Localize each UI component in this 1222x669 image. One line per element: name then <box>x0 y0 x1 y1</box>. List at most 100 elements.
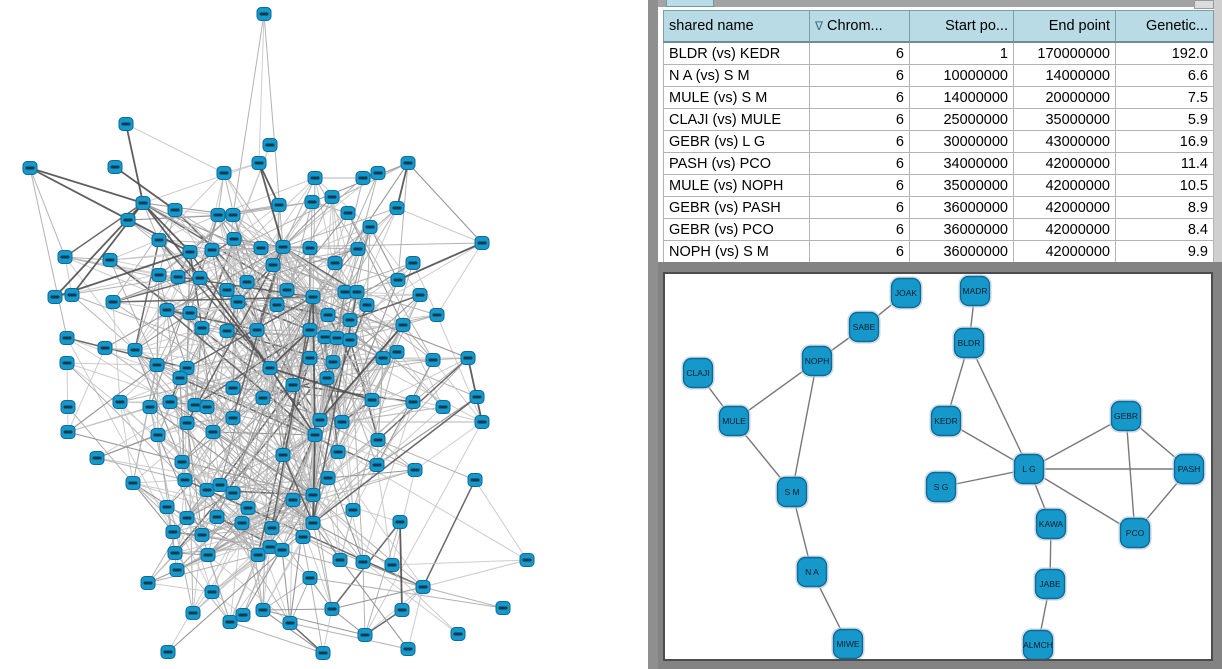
overview-node[interactable] <box>64 288 80 302</box>
overview-node[interactable] <box>302 571 318 585</box>
overview-node[interactable] <box>60 400 76 414</box>
table-cell[interactable]: 6 <box>809 174 910 197</box>
table-scrollbar[interactable] <box>1214 0 1222 262</box>
network-node[interactable]: NOPH <box>800 344 834 378</box>
overview-node[interactable] <box>200 548 216 562</box>
panel-splitter[interactable] <box>648 0 658 669</box>
overview-node[interactable] <box>182 306 198 320</box>
overview-node[interactable] <box>219 283 235 297</box>
overview-node[interactable] <box>262 138 278 152</box>
overview-node[interactable] <box>194 321 210 335</box>
table-cell[interactable]: 11.4 <box>1115 152 1214 175</box>
network-node[interactable]: GEBR <box>1109 399 1143 433</box>
table-cell[interactable]: 36000000 <box>909 218 1014 241</box>
overview-node[interactable] <box>340 206 356 220</box>
overview-node[interactable] <box>150 428 166 442</box>
overview-network-canvas[interactable] <box>0 0 648 669</box>
overview-node[interactable] <box>364 393 380 407</box>
network-node[interactable]: MADR <box>958 274 992 308</box>
overview-node[interactable] <box>469 390 485 404</box>
network-node[interactable]: JABE <box>1033 567 1067 601</box>
overview-node[interactable] <box>302 323 318 337</box>
overview-node[interactable] <box>425 353 441 367</box>
overview-node[interactable] <box>140 576 156 590</box>
network-node[interactable]: PCO <box>1118 516 1152 550</box>
overview-node[interactable] <box>172 371 188 385</box>
overview-node[interactable] <box>407 463 423 477</box>
overview-node[interactable] <box>127 343 143 357</box>
table-cell[interactable]: 30000000 <box>909 130 1014 153</box>
column-header[interactable]: End point <box>1013 10 1116 43</box>
table-cell[interactable]: 1 <box>909 41 1014 65</box>
overview-node[interactable] <box>160 645 176 659</box>
overview-node[interactable] <box>167 203 183 217</box>
network-node[interactable]: L G <box>1012 452 1046 486</box>
overview-node[interactable] <box>342 313 358 327</box>
table-cell[interactable]: MULE (vs) S M <box>663 86 810 109</box>
table-cell[interactable]: 6 <box>809 240 910 263</box>
overview-node[interactable] <box>357 628 373 642</box>
overview-node[interactable] <box>305 488 321 502</box>
overview-node[interactable] <box>239 275 255 289</box>
overview-node[interactable] <box>429 308 445 322</box>
overview-node[interactable] <box>345 503 361 517</box>
network-node[interactable]: MIWE <box>831 627 865 659</box>
overview-node[interactable] <box>47 290 63 304</box>
table-cell[interactable]: BLDR (vs) KEDR <box>663 41 810 65</box>
overview-node[interactable] <box>405 395 421 409</box>
overview-node[interactable] <box>262 361 278 375</box>
overview-node[interactable] <box>205 425 221 439</box>
overview-node[interactable] <box>219 324 235 338</box>
table-cell[interactable]: 35000000 <box>909 174 1014 197</box>
table-cell[interactable]: 43000000 <box>1013 130 1116 153</box>
table-cell[interactable]: 42000000 <box>1013 218 1116 241</box>
network-node[interactable]: BLDR <box>952 326 986 360</box>
table-cell[interactable]: 6.6 <box>1115 64 1214 87</box>
overview-node[interactable] <box>255 391 271 405</box>
network-node[interactable]: S M <box>775 475 809 509</box>
overview-node[interactable] <box>395 318 411 332</box>
overview-node[interactable] <box>400 642 416 656</box>
overview-node[interactable] <box>330 445 346 459</box>
overview-node[interactable] <box>167 546 183 560</box>
network-node[interactable]: JOAK <box>889 276 923 310</box>
overview-node[interactable] <box>275 240 291 254</box>
network-node[interactable]: N A <box>795 555 829 589</box>
overview-node[interactable] <box>107 160 123 174</box>
table-cell[interactable]: 6 <box>809 152 910 175</box>
column-header[interactable]: shared name <box>663 10 810 43</box>
overview-node[interactable] <box>295 530 311 544</box>
table-cell[interactable]: 5.9 <box>1115 108 1214 131</box>
overview-node[interactable] <box>315 646 331 660</box>
overview-node[interactable] <box>325 355 341 369</box>
table-row[interactable]: BLDR (vs) KEDR 6 1 170000000 192.0 <box>663 41 1214 65</box>
overview-node[interactable] <box>392 515 408 529</box>
overview-node[interactable] <box>250 548 266 562</box>
overview-node[interactable] <box>342 333 358 347</box>
table-cell[interactable]: 14000000 <box>1013 64 1116 87</box>
overview-node[interactable] <box>359 298 375 312</box>
table-cell[interactable]: 35000000 <box>1013 108 1116 131</box>
table-cell[interactable]: PASH (vs) PCO <box>663 152 810 175</box>
table-row[interactable]: NOPH (vs) S M 6 36000000 42000000 9.9 <box>663 240 1214 263</box>
table-cell[interactable]: 6 <box>809 108 910 131</box>
overview-node[interactable] <box>185 606 201 620</box>
column-header[interactable]: ∇ Chrom... <box>809 10 910 43</box>
overview-node[interactable] <box>467 473 483 487</box>
overview-node[interactable] <box>59 356 75 370</box>
table-cell[interactable]: 36000000 <box>909 196 1014 219</box>
overview-node[interactable] <box>199 483 215 497</box>
overview-node[interactable] <box>415 580 431 594</box>
table-cell[interactable]: GEBR (vs) PCO <box>663 218 810 241</box>
overview-node[interactable] <box>355 171 371 185</box>
overview-node[interactable] <box>265 258 281 272</box>
table-cell[interactable]: 42000000 <box>1013 174 1116 197</box>
table-cell[interactable]: 42000000 <box>1013 152 1116 175</box>
table-cell[interactable]: 14000000 <box>909 86 1014 109</box>
overview-node[interactable] <box>60 425 76 439</box>
table-cell[interactable]: 8.9 <box>1115 196 1214 219</box>
overview-node[interactable] <box>334 415 350 429</box>
overview-node[interactable] <box>210 208 226 222</box>
table-cell[interactable]: 6 <box>809 196 910 219</box>
overview-node[interactable] <box>405 256 421 270</box>
